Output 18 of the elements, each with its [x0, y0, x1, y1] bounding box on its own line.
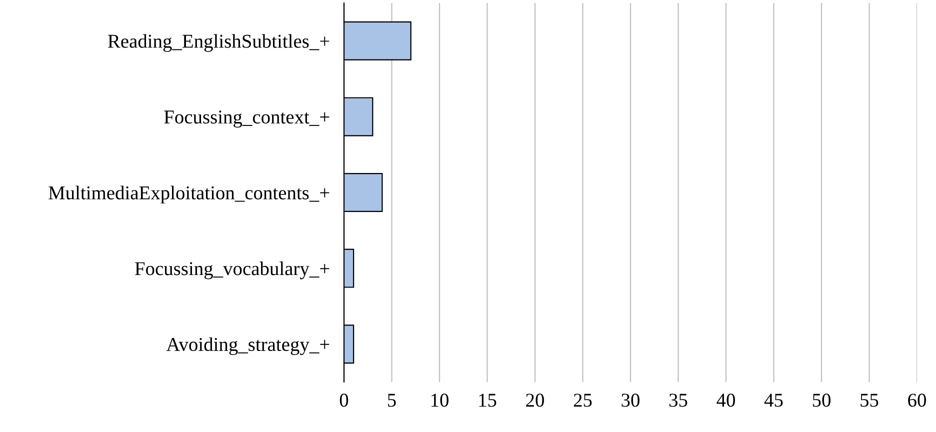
x-tick-label: 55 [860, 394, 878, 407]
x-tick-label: 60 [908, 394, 926, 407]
x-tick-label: 20 [526, 394, 544, 407]
y-tick-label: Reading_EnglishSubtitles_+ [108, 34, 330, 52]
x-tick-label: 25 [574, 394, 592, 407]
y-tick-label: Focussing_context_+ [164, 110, 330, 128]
y-tick-label: MultimediaExploitation_contents_+ [48, 186, 330, 204]
x-tick-label: 10 [431, 394, 448, 407]
y-tick-label: Focussing_vocabulary_+ [135, 262, 330, 280]
x-tick-label: 40 [716, 394, 735, 407]
x-tick-label: 0 [340, 394, 348, 407]
x-tick-label: 35 [669, 394, 688, 407]
x-tick-label: 15 [479, 394, 496, 407]
x-tick-label: 5 [388, 394, 396, 407]
x-tick-label: 30 [622, 394, 640, 407]
x-tick-label: 45 [764, 394, 783, 407]
y-tick-label: Avoiding_strategy_+ [166, 337, 330, 356]
x-tick-label: 50 [812, 394, 830, 407]
